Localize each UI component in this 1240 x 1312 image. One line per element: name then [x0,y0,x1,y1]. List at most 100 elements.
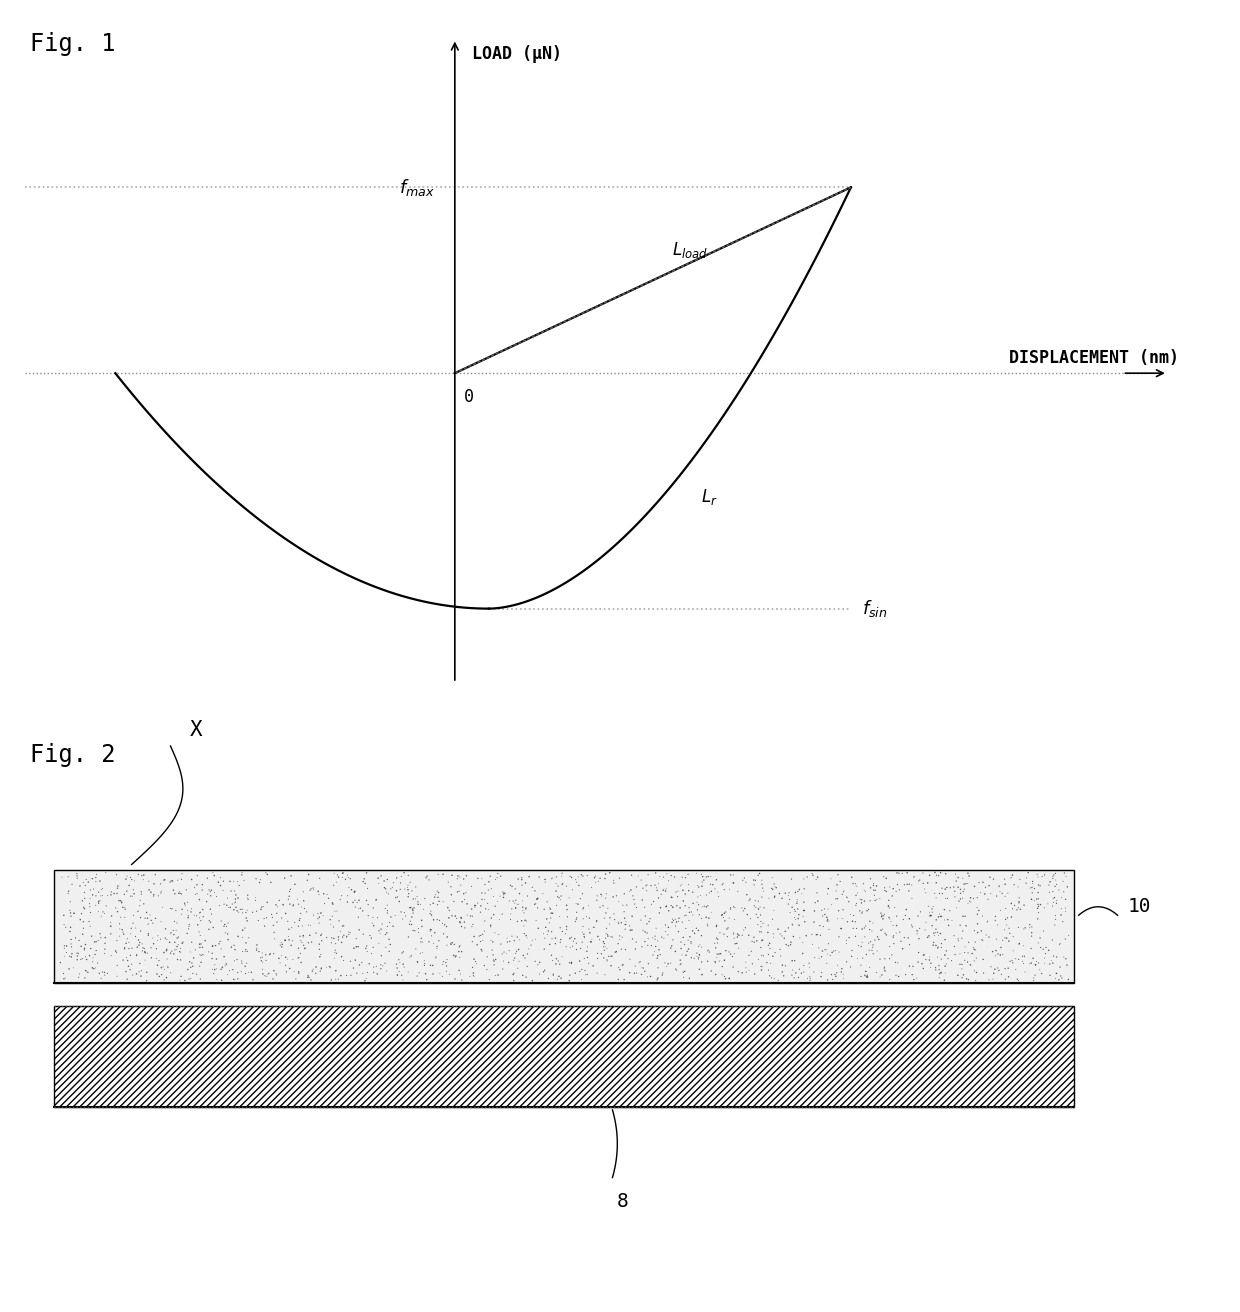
Point [286,968,306,989]
Point [409,962,429,983]
Point [1013,935,1033,956]
Point [215,914,234,935]
Point [791,963,811,984]
Point [739,960,759,981]
Point [141,882,161,903]
Point [281,917,301,938]
Point [386,887,405,908]
Point [802,934,822,955]
Point [330,921,350,942]
Point [422,925,441,946]
Point [820,918,839,939]
Point [370,924,389,945]
Point [190,908,210,929]
Point [926,909,946,930]
Point [291,903,311,924]
Point [965,876,985,897]
Point [882,912,901,933]
Point [471,932,491,953]
Point [438,926,458,947]
Point [377,916,397,937]
Point [258,964,278,985]
Point [1025,964,1045,985]
Point [353,963,373,984]
Point [74,938,94,959]
Point [326,871,346,892]
Point [529,963,549,984]
Point [1006,949,1025,970]
Point [831,918,851,939]
Point [843,872,863,893]
Point [95,862,115,883]
Point [706,951,725,972]
Point [484,886,503,907]
Point [73,872,93,893]
Point [552,921,572,942]
Point [393,909,413,930]
Point [357,878,377,899]
Point [515,903,534,924]
Point [697,884,717,905]
Point [698,916,718,937]
Point [492,943,512,964]
Point [935,909,955,930]
Point [179,905,198,926]
Point [76,875,95,896]
Point [718,926,738,947]
Point [456,882,476,903]
Point [321,913,341,934]
Point [1008,876,1028,897]
Point [556,924,575,945]
Point [162,870,182,891]
Point [634,958,653,979]
Point [450,912,470,933]
Point [332,932,352,953]
Point [465,896,485,917]
Point [433,891,453,912]
Point [228,901,248,922]
Point [404,920,424,941]
Point [625,963,645,984]
Point [805,892,825,913]
Point [983,963,1003,984]
Point [89,963,109,984]
Point [329,929,348,950]
Point [663,909,683,930]
Point [908,951,928,972]
Point [402,880,422,901]
Point [692,863,712,884]
Point [129,962,149,983]
Point [764,874,784,895]
Point [616,914,636,935]
Point [1045,909,1065,930]
Point [252,896,272,917]
Point [862,939,882,960]
Point [706,879,725,900]
Point [289,938,309,959]
Point [559,887,579,908]
Point [676,918,696,939]
Point [288,888,308,909]
Point [409,922,429,943]
Point [926,918,946,939]
Point [780,890,800,911]
Point [92,968,112,989]
Point [609,933,629,954]
Point [818,899,838,920]
Point [667,912,687,933]
Point [787,880,807,901]
Point [480,970,500,991]
Point [728,933,748,954]
Point [512,875,532,896]
Point [254,908,274,929]
Point [737,884,756,905]
Point [131,882,151,903]
Point [569,875,589,896]
Point [906,968,926,989]
Point [675,905,694,926]
Point [139,924,159,945]
Point [466,951,486,972]
Point [224,950,244,971]
Point [1018,862,1038,883]
Point [120,886,140,907]
